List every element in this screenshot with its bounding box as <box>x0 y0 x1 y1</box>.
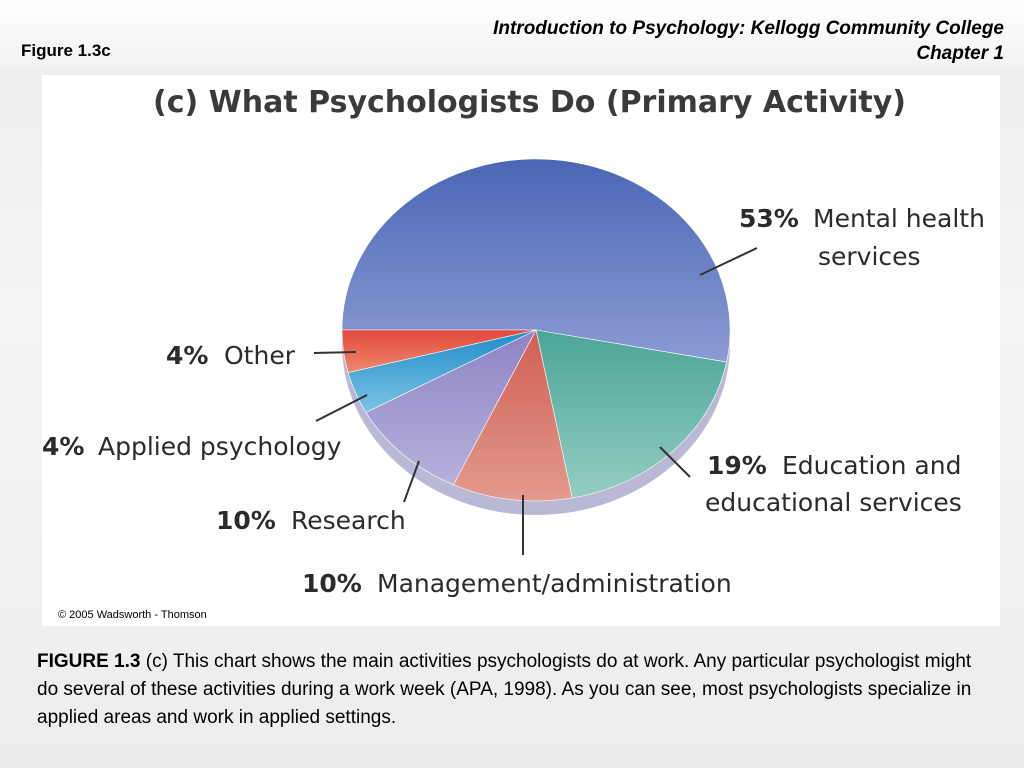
course-title: Introduction to Psychology: Kellogg Comm… <box>493 18 1004 39</box>
slice-percent-mental-health: 53% <box>739 204 799 233</box>
leader-line-research <box>403 460 420 503</box>
slice-label-mental-health: services <box>818 242 921 271</box>
pie-chart: (c) What Psychologists Do (Primary Activ… <box>42 85 985 621</box>
slice-percent-research: 10% <box>216 506 276 535</box>
caption-text: (c) This chart shows the main activities… <box>37 651 972 728</box>
slice-percent-education: 19% <box>707 451 767 480</box>
pie-slice-management <box>452 329 573 502</box>
figure-label: Figure 1.3c <box>21 41 111 60</box>
leader-line-other <box>313 351 357 354</box>
slice-percent-management: 10% <box>302 569 362 598</box>
chart-title: (c) What Psychologists Do (Primary Activ… <box>153 85 906 120</box>
pie-slice-mental-health <box>341 158 731 363</box>
slice-percent-other: 4% <box>166 341 208 370</box>
pie-slice-education <box>535 329 727 499</box>
pie-slice-research <box>365 329 537 486</box>
slice-label-education: Education and <box>782 451 961 480</box>
figure-caption: FIGURE 1.3 (c) This chart shows the main… <box>37 648 997 732</box>
leader-line-applied-psychology <box>315 394 368 422</box>
slide-header-band <box>0 0 1024 70</box>
slice-percent-applied-psychology: 4% <box>42 432 84 461</box>
copyright-notice: © 2005 Wadsworth - Thomson <box>58 609 207 621</box>
leader-line-mental-health <box>699 247 758 276</box>
figure-panel: (c) What Psychologists Do (Primary Activ… <box>42 75 1000 626</box>
slice-label-other: Other <box>224 341 296 370</box>
chapter-label: Chapter 1 <box>916 43 1004 64</box>
slice-label-education: educational services <box>705 488 962 517</box>
slice-label-mental-health: Mental health <box>813 204 985 233</box>
slide-header: Introduction to Psychology: Kellogg Comm… <box>493 16 1004 66</box>
leader-line-education <box>659 446 691 478</box>
slice-label-management: Management/administration <box>377 569 732 598</box>
slice-label-applied-psychology: Applied psychology <box>98 432 342 461</box>
slice-label-research: Research <box>291 506 406 535</box>
caption-lead: FIGURE 1.3 <box>37 651 141 672</box>
